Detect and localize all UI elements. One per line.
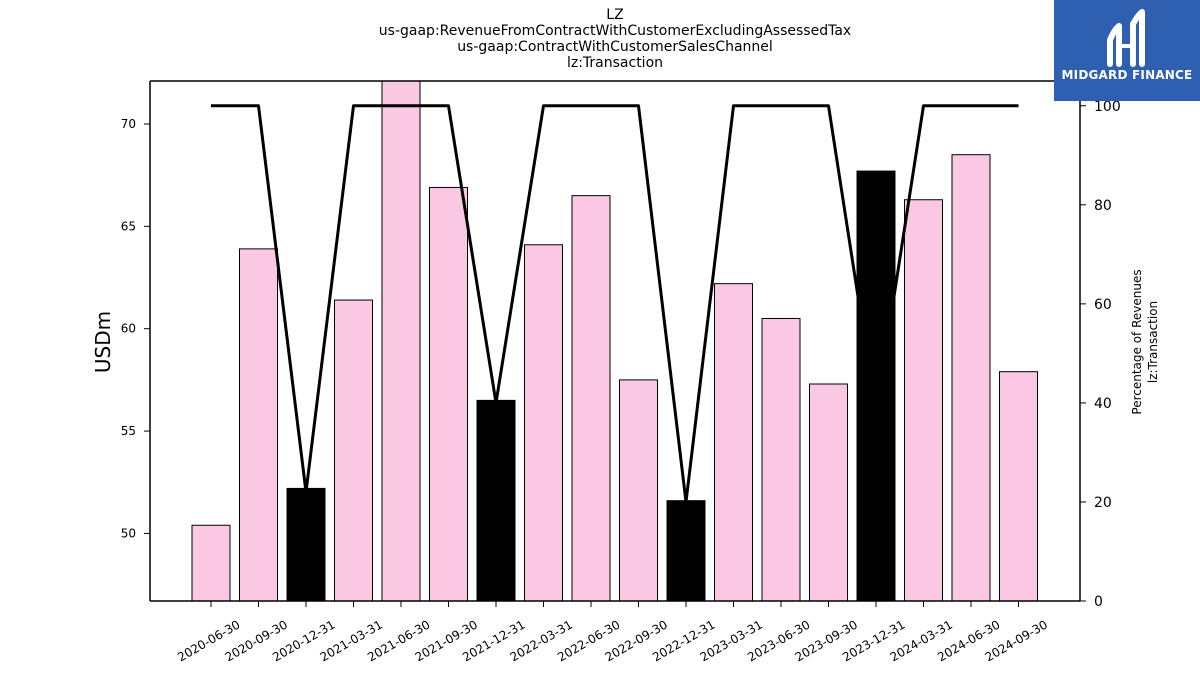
- bar-2021-03-31: [334, 299, 373, 601]
- bar-2020-09-30: [239, 248, 278, 601]
- y-tick-label: 50: [121, 526, 136, 540]
- bar-2024-03-31: [904, 199, 943, 601]
- chart-title-line-4: lz:Transaction: [566, 55, 664, 71]
- y-tick-label: 55: [121, 424, 136, 438]
- percentage-line: [211, 104, 1019, 504]
- bar-2020-12-31: [286, 487, 326, 601]
- y2-tick-label: 40: [1094, 396, 1112, 412]
- bar-2020-06-30: [191, 524, 231, 601]
- logo-text: MIDGARD FINANCE: [1061, 68, 1193, 82]
- y-tick-label: 60: [121, 322, 136, 336]
- y2-tick-label: 80: [1094, 198, 1112, 214]
- y-axis-label: USDm: [91, 311, 115, 373]
- bar-2024-09-30: [999, 371, 1038, 601]
- bar-2022-03-31: [524, 244, 563, 601]
- bar-2023-12-31: [856, 170, 896, 601]
- y-tick-label: 70: [121, 117, 136, 131]
- bar-2023-03-31: [714, 283, 753, 601]
- y2-tick-label: 60: [1094, 297, 1112, 313]
- y2-tick-label: 20: [1094, 495, 1112, 511]
- logo: MIDGARD FINANCE: [1054, 0, 1200, 101]
- y2-tick-label: 100: [1094, 99, 1121, 115]
- bar-2022-06-30: [571, 195, 611, 601]
- bar-2024-06-30: [951, 154, 991, 601]
- y2-axis-label-line-2: lz:Transaction: [1146, 301, 1160, 383]
- bar-2021-09-30: [429, 186, 468, 601]
- bar-2023-06-30: [761, 317, 801, 601]
- bar-2021-12-31: [476, 399, 516, 601]
- bar-2021-06-30: [381, 81, 421, 601]
- chart-title-line-2: us-gaap:RevenueFromContractWithCustomerE…: [378, 23, 852, 39]
- y-tick-label: 65: [121, 219, 136, 233]
- y2-tick-label: 0: [1094, 594, 1103, 610]
- chart-title-line-1: LZ: [606, 7, 624, 23]
- y2-axis-label-line-1: Percentage of Revenues: [1130, 269, 1144, 414]
- bar-2022-09-30: [619, 379, 658, 601]
- midgard-logo-icon: [1107, 9, 1145, 67]
- bar-2023-09-30: [809, 383, 848, 601]
- bar-2022-12-31: [666, 500, 706, 601]
- chart-title-line-3: us-gaap:ContractWithCustomerSalesChannel: [457, 39, 773, 55]
